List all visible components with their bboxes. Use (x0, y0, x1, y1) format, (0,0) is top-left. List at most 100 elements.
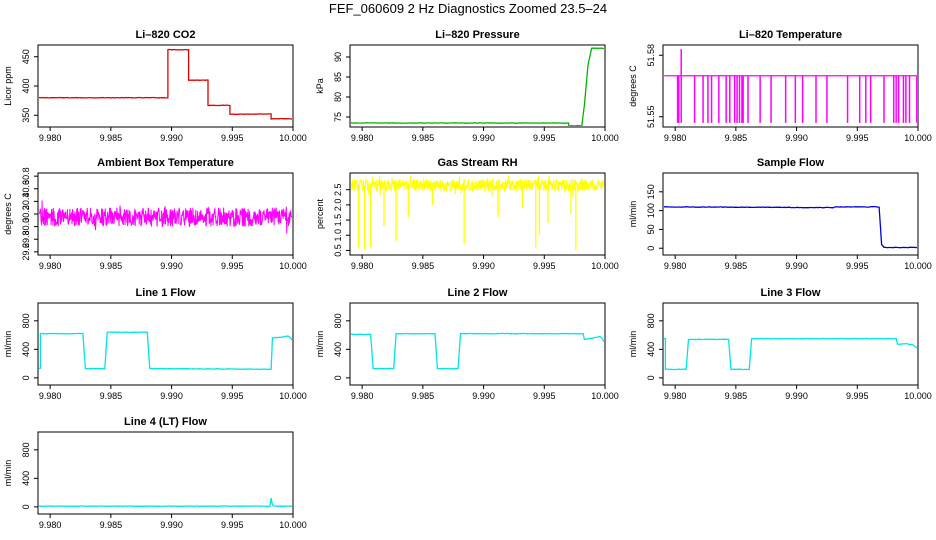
x-tick-label: 9.980 (664, 133, 687, 143)
x-tick-label: 10.000 (591, 261, 619, 271)
y-tick-label: 30.0 (21, 218, 31, 236)
y-tick-label: 30.6 (21, 180, 31, 198)
x-tick-label: 9.980 (351, 133, 374, 143)
y-axis-label: degrees C (628, 65, 638, 107)
chart-panel: Ambient Box Temperature degrees C 9.980 9.9… (3, 157, 307, 271)
plot-frame (349, 302, 606, 386)
data-layer (39, 331, 292, 371)
x-tick-label: 9.985 (725, 261, 748, 271)
series-line (39, 497, 292, 508)
y-tick-label: 400 (21, 471, 31, 486)
y-axis-label: ml/min (3, 331, 13, 358)
x-tick-label: 9.995 (221, 133, 244, 143)
chart-title: Li–820 CO2 (136, 29, 196, 41)
y-tick-label: 400 (21, 342, 31, 357)
x-tick-label: 9.990 (785, 133, 808, 143)
plot-frame (662, 302, 919, 386)
series-line (351, 332, 604, 370)
y-tick-label: 400 (333, 342, 343, 357)
y-tick-label: 800 (21, 442, 31, 457)
y-tick-label: 2.5 (333, 183, 343, 196)
x-tick-label: 9.980 (39, 133, 62, 143)
x-tick-label: 9.995 (533, 133, 556, 143)
y-tick-label: 400 (646, 342, 656, 357)
x-tick-label: 9.995 (846, 261, 869, 271)
y-tick-label: 400 (21, 78, 31, 93)
data-layer (351, 332, 604, 370)
series-line (39, 48, 292, 120)
x-tick-label: 9.980 (664, 391, 687, 401)
data-layer (351, 175, 604, 251)
y-axis-label: kPa (315, 78, 325, 94)
data-layer (664, 49, 917, 123)
x-tick-label: 9.990 (472, 391, 495, 401)
x-tick-label: 9.990 (472, 133, 495, 143)
chart-panel: Li–820 CO2 Licor ppm 9.980 9.985 9.990 9.995 1… (3, 29, 307, 143)
series-line (664, 205, 917, 249)
chart-title: Line 3 Flow (761, 287, 821, 299)
chart-panel: Sample Flow ml/min 9.980 9.985 9.990 9.995 10.… (628, 157, 932, 271)
x-tick-label: 10.000 (591, 133, 619, 143)
chart-title: Ambient Box Temperature (97, 157, 234, 169)
x-tick-label: 9.995 (846, 391, 869, 401)
x-tick-label: 10.000 (904, 133, 932, 143)
chart-title: Sample Flow (757, 157, 825, 169)
x-tick-label: 9.980 (351, 261, 374, 271)
x-tick-label: 9.990 (160, 133, 183, 143)
y-tick-label: 800 (333, 313, 343, 328)
x-tick-label: 9.980 (39, 520, 62, 530)
series-line (664, 337, 917, 371)
y-tick-label: 0 (21, 504, 31, 509)
y-tick-label: 0 (646, 246, 656, 251)
x-tick-label: 9.995 (221, 391, 244, 401)
x-tick-label: 10.000 (279, 133, 307, 143)
chart-panel: Line 3 Flow ml/min 9.980 9.985 9.990 9.995 10.… (628, 287, 932, 401)
chart-panel: Li–820 Temperature degrees C 9.980 9.985 9.9… (628, 29, 932, 143)
x-tick-label: 9.985 (100, 520, 123, 530)
series-line (351, 47, 604, 126)
y-tick-label: 80 (333, 92, 343, 102)
x-tick-label: 9.995 (221, 520, 244, 530)
x-tick-label: 9.985 (100, 261, 123, 271)
x-tick-label: 9.995 (533, 391, 556, 401)
y-tick-label: 30.8 (21, 167, 31, 185)
chart-title: Gas Stream RH (437, 157, 517, 169)
y-tick-label: 30.4 (21, 193, 31, 211)
data-layer (351, 47, 604, 126)
series-line (351, 175, 604, 198)
x-tick-label: 9.990 (160, 261, 183, 271)
x-tick-label: 9.985 (100, 391, 123, 401)
x-tick-label: 9.990 (785, 391, 808, 401)
x-tick-label: 10.000 (279, 261, 307, 271)
x-tick-label: 9.985 (412, 391, 435, 401)
y-tick-label: 51.58 (646, 44, 656, 67)
chart-title: Li–820 Pressure (435, 29, 519, 41)
page-title: FEF_060609 2 Hz Diagnostics Zoomed 23.5–… (328, 1, 608, 16)
x-tick-label: 9.985 (725, 133, 748, 143)
chart-panel: Line 1 Flow ml/min 9.980 9.985 9.990 9.995 10.… (3, 287, 307, 401)
y-tick-label: 29.8 (21, 230, 31, 248)
y-tick-label: 0 (333, 375, 343, 380)
y-axis-label: percent (315, 198, 325, 229)
data-layer (39, 497, 292, 508)
x-tick-label: 9.995 (533, 261, 556, 271)
y-axis-label: ml/min (628, 331, 638, 358)
x-tick-label: 9.990 (472, 261, 495, 271)
y-tick-label: 1.0 (333, 229, 343, 242)
y-tick-label: 90 (333, 52, 343, 62)
plot-frame (349, 172, 606, 256)
x-tick-label: 9.995 (846, 133, 869, 143)
y-tick-label: 29.6 (21, 243, 31, 261)
y-axis-label: ml/min (315, 331, 325, 358)
y-tick-label: 85 (333, 72, 343, 82)
chart-panel: Line 2 Flow ml/min 9.980 9.985 9.990 9.995 10.… (315, 287, 619, 401)
y-tick-label: 51.55 (646, 105, 656, 128)
x-tick-label: 9.985 (100, 133, 123, 143)
plot-frame (349, 44, 606, 128)
y-axis-label: ml/min (628, 201, 638, 228)
y-tick-label: 150 (646, 184, 656, 199)
y-tick-label: 75 (333, 112, 343, 122)
y-tick-label: 800 (21, 313, 31, 328)
x-tick-label: 9.995 (221, 261, 244, 271)
